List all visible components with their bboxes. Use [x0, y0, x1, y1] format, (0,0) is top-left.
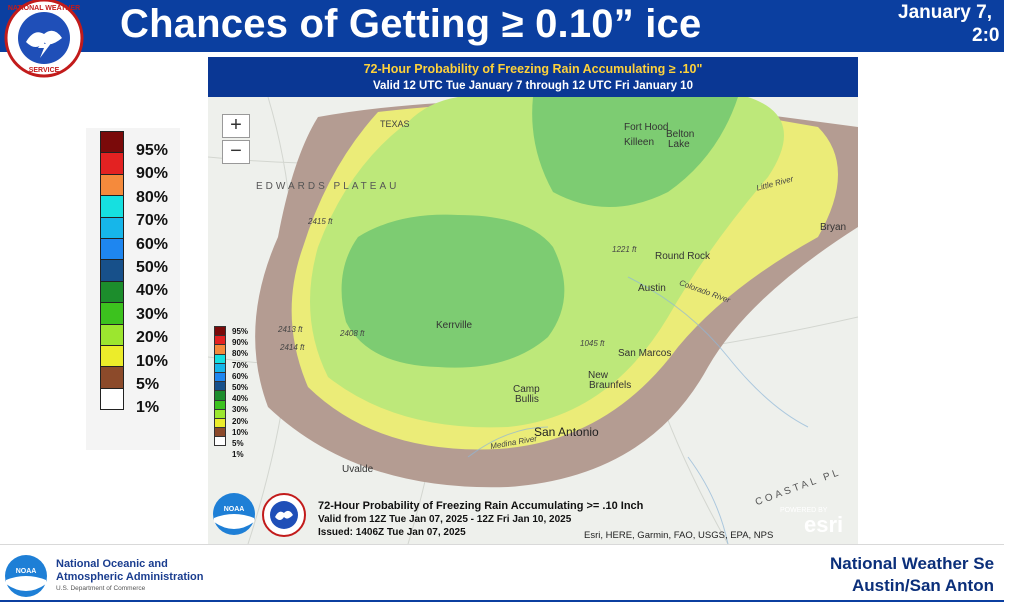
legend-label: 20%: [136, 329, 169, 347]
inset-legend-label: 1%: [232, 450, 244, 460]
map-footer-valid: Valid from 12Z Tue Jan 07, 2025 - 12Z Fr…: [318, 514, 572, 525]
zoom-in-button[interactable]: +: [222, 114, 250, 138]
legend-label: 90%: [136, 165, 169, 183]
legend-swatch: [100, 302, 124, 325]
legend-swatch: [100, 344, 124, 368]
nws-office-line-2: Austin/San Anton: [852, 576, 994, 595]
noaa-name-line-2: Atmospheric Administration: [56, 571, 204, 583]
inset-legend-label: 80%: [232, 349, 249, 359]
legend-label: 95%: [136, 142, 169, 159]
legend-swatch: [100, 216, 124, 239]
label-san-marcos: San Marcos: [618, 348, 672, 359]
label-camp-bullis-1: Camp: [513, 384, 540, 395]
noaa-map-logo-icon: NOAA: [213, 493, 255, 535]
header-bar: [0, 0, 1004, 52]
noaa-name-line-1: National Oceanic and: [56, 558, 168, 570]
legend-label: 10%: [136, 352, 169, 370]
map-title: 72-Hour Probability of Freezing Rain Acc…: [363, 62, 703, 76]
inset-legend: 95% 90% 80% 70% 60% 50% 40% 30% 20% 10% 5% 1%: [214, 326, 248, 459]
inset-legend-label: 90%: [232, 338, 249, 348]
header-divider: [0, 52, 1004, 58]
esri-logo: esri: [804, 512, 844, 537]
label-elevation-2414: 2414 ft: [280, 343, 305, 352]
inset-legend-label: 30%: [232, 405, 249, 415]
label-elevation-2413: 2413 ft: [278, 325, 303, 334]
inset-legend-label: 5%: [232, 439, 244, 448]
map-panel[interactable]: 72-Hour Probability of Freezing Rain Acc…: [208, 57, 858, 544]
nws-map-logo-icon: [262, 493, 306, 537]
label-camp-bullis-2: Bullis: [515, 394, 539, 405]
svg-text:SERVICE: SERVICE: [29, 67, 60, 74]
label-belton: Belton: [666, 129, 695, 140]
footer-divider: [0, 600, 1004, 602]
legend-label: 5%: [136, 376, 160, 393]
legend-label: 30%: [136, 305, 169, 323]
inset-legend-swatch: [214, 436, 226, 447]
label-elevation-2415: 2415 ft: [308, 217, 333, 226]
inset-legend-label: 50%: [232, 383, 249, 392]
legend-label: 40%: [136, 282, 169, 300]
label-killeen: Killeen: [624, 137, 655, 148]
label-texas: TEXAS: [380, 119, 410, 129]
nws-logo-icon: NATIONAL WEATHER SERVICE: [4, 0, 84, 78]
inset-legend-label: 40%: [232, 394, 249, 404]
legend-swatch: [100, 152, 124, 175]
footer-bar: [0, 544, 1004, 603]
label-belton-lake: Lake: [668, 139, 690, 150]
legend-label: 70%: [136, 212, 169, 230]
nws-office-line-1: National Weather Se: [830, 554, 995, 573]
inset-legend-label: 95%: [232, 327, 249, 336]
svg-text:NOAA: NOAA: [224, 506, 245, 513]
legend-label: 60%: [136, 235, 169, 253]
label-fort-hood: Fort Hood: [624, 122, 669, 133]
legend-swatch: [100, 131, 124, 154]
svg-text:NOAA: NOAA: [16, 568, 37, 575]
svg-text:NATIONAL WEATHER: NATIONAL WEATHER: [8, 5, 80, 12]
date-line-1: January 7,: [898, 2, 992, 23]
label-austin: Austin: [638, 283, 666, 294]
legend-label: 80%: [136, 188, 169, 206]
label-san-antonio: San Antonio: [534, 425, 599, 439]
legend-swatch: [100, 280, 124, 304]
label-new-braunfels-1: New: [588, 370, 609, 381]
label-edwards-plateau: EDWARDS PLATEAU: [256, 181, 400, 192]
legend-swatch: [100, 366, 124, 389]
page-title: Chances of Getting ≥ 0.10” ice: [120, 2, 702, 46]
legend-swatch: [100, 173, 124, 197]
label-uvalde: Uvalde: [342, 464, 374, 475]
legend-label: 1%: [136, 399, 160, 417]
map-subtitle: Valid 12 UTC Tue January 7 through 12 UT…: [373, 80, 693, 92]
inset-legend-label: 20%: [232, 416, 249, 426]
label-elevation-1221: 1221 ft: [612, 245, 637, 254]
label-new-braunfels-2: Braunfels: [589, 380, 632, 391]
probability-map: [208, 97, 858, 544]
inset-legend-label: 60%: [232, 371, 249, 381]
esri-powered-by: POWERED BY: [780, 507, 828, 514]
map-footer-title: 72-Hour Probability of Freezing Rain Acc…: [318, 500, 644, 512]
legend-color-column: [100, 131, 124, 411]
legend-swatch: [100, 259, 124, 282]
legend-swatch: [100, 387, 124, 411]
legend-swatch: [100, 195, 124, 218]
legend-label: 50%: [136, 259, 169, 276]
label-round-rock: Round Rock: [655, 251, 711, 262]
inset-legend-label: 70%: [232, 360, 249, 370]
map-footer-issued: Issued: 1406Z Tue Jan 07, 2025: [318, 527, 466, 538]
right-edge: [1004, 0, 1024, 604]
probability-legend: 95% 90% 80% 70% 60% 50% 40% 30% 20% 10% 5% 1%: [86, 128, 180, 450]
map-credits: Esri, HERE, Garmin, FAO, USGS, EPA, NPS: [584, 530, 774, 541]
label-bryan: Bryan: [820, 222, 847, 233]
label-kerrville: Kerrville: [436, 320, 473, 331]
zoom-out-button[interactable]: −: [222, 140, 250, 164]
legend-swatch: [100, 323, 124, 346]
noaa-logo-icon: NOAA: [5, 555, 47, 597]
label-elevation-1045: 1045 ft: [580, 339, 605, 348]
legend-swatch: [100, 237, 124, 261]
map-header: 72-Hour Probability of Freezing Rain Acc…: [208, 57, 858, 97]
noaa-department: U.S. Department of Commerce: [56, 585, 146, 592]
date-line-2: 2:0: [972, 25, 1000, 46]
inset-legend-label: 10%: [232, 427, 249, 437]
label-elevation-2408: 2408 ft: [340, 329, 365, 338]
